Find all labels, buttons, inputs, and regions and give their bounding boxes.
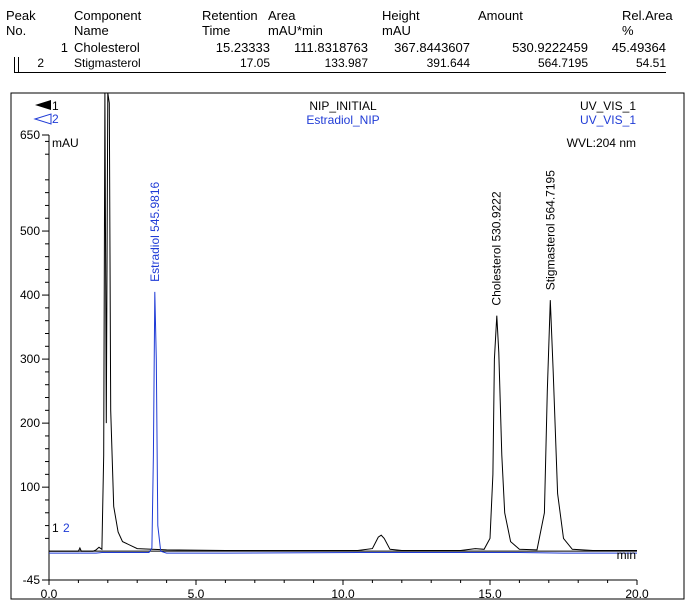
chart-title-1: NIP_INITIAL [309,99,377,113]
row2-left-marker-a [14,57,15,73]
row1-amount: 530.9222459 [512,40,588,55]
y-axis-unit: mAU [52,136,79,150]
row2-left-marker-b [18,57,19,73]
trace-line-2 [49,291,637,554]
x-tick-label: 0.0 [41,587,58,601]
header-height-unit: mAU [382,23,411,38]
header-height: Height [382,8,420,23]
row2-amount: 564.7195 [537,56,588,70]
trace-label-2: 2 [63,521,70,535]
header-rel-area: Rel.Area [622,8,673,23]
chart-border [10,92,685,600]
x-axis-unit: min [617,548,636,562]
x-tick-label: 5.0 [188,587,205,601]
header-area-unit: mAU*min [268,23,323,38]
chart-title-2: Estradiol_NIP [306,113,379,127]
y-tick-label: 200 [20,416,40,430]
channel-label-2: UV_VIS_1 [580,113,636,127]
x-tick-label: 20.0 [625,587,649,601]
header-rel-area-unit: % [622,23,634,38]
header-amount: Amount [478,8,523,23]
x-tick-label: 10.0 [331,587,355,601]
row1-name: Cholesterol [74,40,140,55]
traces [49,92,637,554]
row1-area: 111.8318763 [294,40,368,55]
row2-height: 391.644 [426,56,470,70]
row1-peak-no: 1 [60,40,68,55]
peak-annotations: Estradiol 545.9816 Cholesterol 530.9222 St… [148,170,557,306]
row2-rel-area: 54.51 [635,56,666,70]
peak-label: Estradiol 545.9816 [148,181,162,281]
peak-table: Peak No. Component Name Retention Time A… [0,0,693,90]
header-peak: Peak [6,8,36,23]
row2-peak-no: 2 [37,56,44,70]
x-axis: 0.0 5.0 10.0 15.0 20.0 [41,580,649,601]
y-tick-label: 100 [20,480,40,494]
row2-area: 133.987 [324,56,368,70]
y-tick-label: 500 [20,224,40,238]
row2-name: Stigmasterol [74,56,141,70]
peak-label: Cholesterol 530.9222 [490,191,504,305]
trace1-marker-icon [35,100,51,110]
row1-retention-time: 15.23333 [215,40,270,55]
trace1-marker: 1 [52,99,59,113]
header-area: Area [268,8,296,23]
row2-retention-time: 17.05 [239,56,270,70]
header-component-name: Name [74,23,109,38]
header-component: Component [74,8,142,23]
y-tick-label: 400 [20,288,40,302]
y-tick-label: -45 [23,573,41,587]
trace2-marker: 2 [52,112,59,126]
peak-label: Stigmasterol 564.7195 [543,170,557,290]
row1-rel-area: 45.49364 [611,40,666,55]
header-retention-time: Time [202,23,231,38]
trace-label-1: 1 [52,521,59,535]
channel-label-1: UV_VIS_1 [580,99,636,113]
x-tick-label: 15.0 [478,587,502,601]
header-peak-no: No. [6,23,27,38]
wavelength-label: WVL:204 nm [567,136,636,150]
y-axis: -45 100 200 300 400 500 650 [20,128,49,587]
row2-underline [14,72,666,73]
trace2-marker-icon [33,113,52,125]
y-tick-label: 300 [20,352,40,366]
row1-height: 367.8443607 [394,40,470,55]
trace-line-1 [49,92,637,552]
header-retention: Retention [202,8,258,23]
y-tick-label: 650 [20,128,40,142]
